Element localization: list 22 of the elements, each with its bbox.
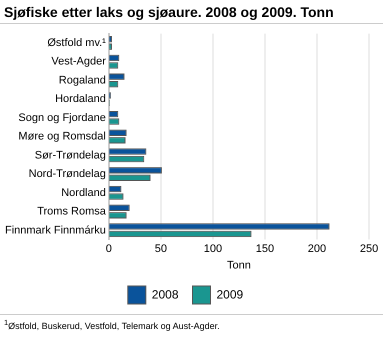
chart-title: Sjøfiske etter laks og sjøaure. 2008 og 2009. Tonn: [0, 0, 383, 24]
x-tick-label: 200: [308, 243, 326, 256]
y-tick-label: Nordland: [61, 186, 106, 199]
legend-label: 2009: [216, 287, 244, 302]
x-tick-label: 0: [106, 243, 112, 256]
legend-label: 2008: [152, 287, 179, 302]
y-tick-label: Sogn og Fjordane: [18, 112, 106, 124]
y-tick-label: Møre og Romsdal: [18, 130, 106, 143]
y-tick-label: Troms Romsa: [37, 206, 107, 218]
x-tick-label: 150: [256, 243, 274, 256]
x-tick-label: 100: [204, 243, 222, 256]
y-tick-label: Rogaland: [58, 74, 106, 86]
x-axis-title: Tonn: [227, 259, 251, 272]
text: $^{1}$Østfold, Buskerud, Vestfold, Telemark og Aust-Agder.: [0, 314, 383, 334]
y-tick-label: Vest-Agder: [51, 56, 106, 68]
y-tick-label: Østfold mv.¹: [47, 36, 106, 49]
x-tick-label: 250: [360, 243, 378, 256]
x-tick-label: 50: [154, 243, 168, 256]
y-tick-label: Hordaland: [55, 93, 106, 106]
y-tick-label: Nord-Trøndelag: [28, 168, 106, 180]
y-tick-label: Finnmark Finnmárku: [5, 224, 106, 236]
y-tick-label: Sør-Trøndelag: [34, 149, 106, 162]
